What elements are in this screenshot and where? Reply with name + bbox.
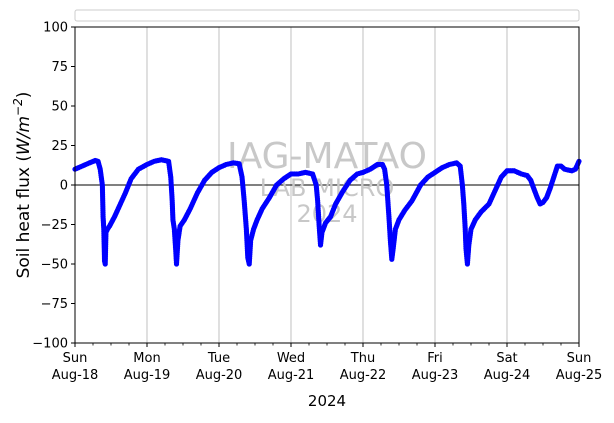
x-tick-label-date: Aug-18: [52, 368, 99, 383]
x-tick-label-day: Tue: [207, 351, 230, 366]
legend-box: [74, 9, 580, 22]
x-tick-label-day: Fri: [427, 351, 443, 366]
x-axis: Sun Aug-18 Mon Aug-19 Tue Aug-20 Wed Aug-21 Thu A…: [52, 343, 603, 383]
x-tick-label-date: Aug-24: [484, 368, 531, 383]
y-tick-label: 0: [60, 179, 68, 194]
x-axis-label: 2024: [308, 392, 346, 410]
x-tick-label-date: Aug-21: [268, 368, 315, 383]
x-tick-label-date: Aug-20: [196, 368, 243, 383]
y-tick-label: 25: [51, 139, 68, 154]
y-tick-label: −50: [41, 258, 68, 273]
x-tick-label-day: Sun: [567, 351, 592, 366]
x-tick-label-date: Aug-22: [340, 368, 387, 383]
y-axis-label: Soil heat flux (W/m−2): [11, 92, 34, 279]
watermark-line-1: IAG-MATAO: [227, 136, 427, 177]
x-tick-label-date: Aug-19: [124, 368, 171, 383]
series-layer: [72, 157, 582, 267]
y-tick-label: −100: [32, 337, 68, 352]
y-axis: 100 75 50 25 0 −25 −50 −75 −100: [32, 21, 75, 352]
watermark-line-2: LAB MICRO: [260, 174, 395, 202]
x-tick-label-day: Sat: [496, 351, 517, 366]
x-tick-label-day: Thu: [350, 351, 375, 366]
y-tick-label: 100: [43, 21, 68, 36]
y-tick-label: −75: [41, 297, 68, 312]
x-tick-label-day: Sun: [63, 351, 88, 366]
x-tick-label-day: Wed: [277, 351, 305, 366]
y-tick-label: −25: [41, 218, 68, 233]
watermark: IAG-MATAO LAB MICRO 2024: [227, 136, 427, 228]
x-tick-label-date: Aug-25: [556, 368, 603, 383]
x-tick-label-date: Aug-23: [412, 368, 459, 383]
y-tick-label: 50: [51, 100, 68, 115]
x-tick-label-day: Mon: [133, 351, 160, 366]
y-tick-label: 75: [51, 60, 68, 75]
